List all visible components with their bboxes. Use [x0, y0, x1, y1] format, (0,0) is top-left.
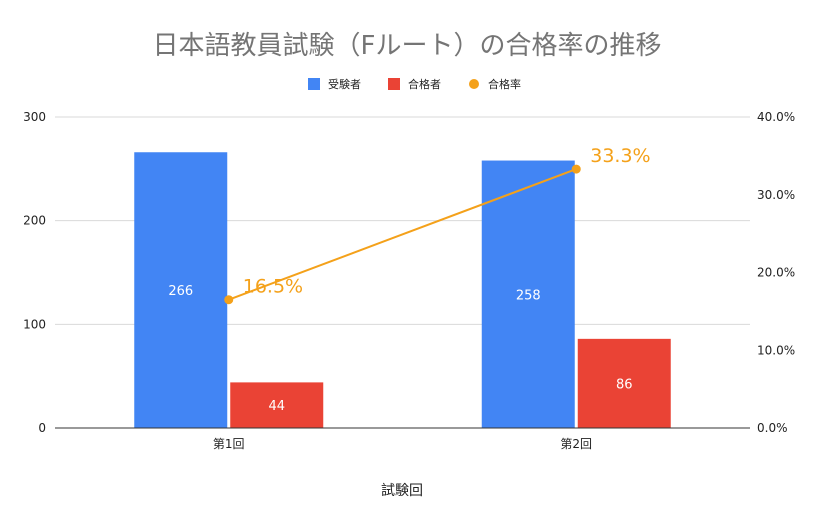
axes: 0 100 200 300 0.0% 10.0% 20.0% 30.0% 40.0% 第1回 第2回	[23, 110, 795, 451]
legend-label: 受験者	[328, 77, 361, 91]
x-tick-label: 第2回	[560, 437, 592, 451]
bars: 266 44 258 86	[134, 152, 671, 429]
y-tick-left: 300	[23, 110, 46, 124]
legend-label: 合格率	[488, 77, 521, 91]
x-axis-label: 試験回	[381, 483, 423, 499]
legend: 受験者 合格者 合格率	[308, 77, 521, 91]
y-tick-right: 40.0%	[757, 110, 795, 124]
legend-marker-rate	[469, 79, 479, 89]
legend-swatch	[308, 78, 320, 90]
rate-data-label: 33.3%	[590, 145, 650, 167]
legend-swatch	[388, 78, 400, 90]
legend-label: 合格者	[408, 77, 441, 91]
rate-line: 16.5% 33.3%	[224, 145, 651, 305]
x-tick-label: 第1回	[213, 437, 245, 451]
bar-data-label: 266	[168, 284, 193, 299]
rate-point	[571, 164, 581, 174]
y-tick-left: 100	[23, 317, 46, 331]
bar-data-label: 258	[516, 288, 541, 303]
bar-passers	[577, 338, 671, 428]
rate-line-path	[228, 168, 577, 301]
y-tick-left: 0	[38, 421, 46, 435]
y-tick-right: 0.0%	[757, 421, 788, 435]
y-tick-left: 200	[23, 214, 46, 228]
y-tick-right: 10.0%	[757, 343, 795, 357]
y-tick-right: 30.0%	[757, 188, 795, 202]
bar-examinees	[481, 160, 575, 429]
rate-data-label: 16.5%	[243, 276, 303, 298]
bar-passers	[230, 382, 324, 428]
rate-point	[224, 295, 234, 305]
chart-title: 日本語教員試験（Fルート）の合格率の推移	[153, 31, 662, 61]
bar-data-label: 44	[268, 399, 285, 414]
y-tick-right: 20.0%	[757, 266, 795, 280]
bar-data-label: 86	[616, 377, 633, 392]
bar-examinees	[134, 152, 228, 428]
